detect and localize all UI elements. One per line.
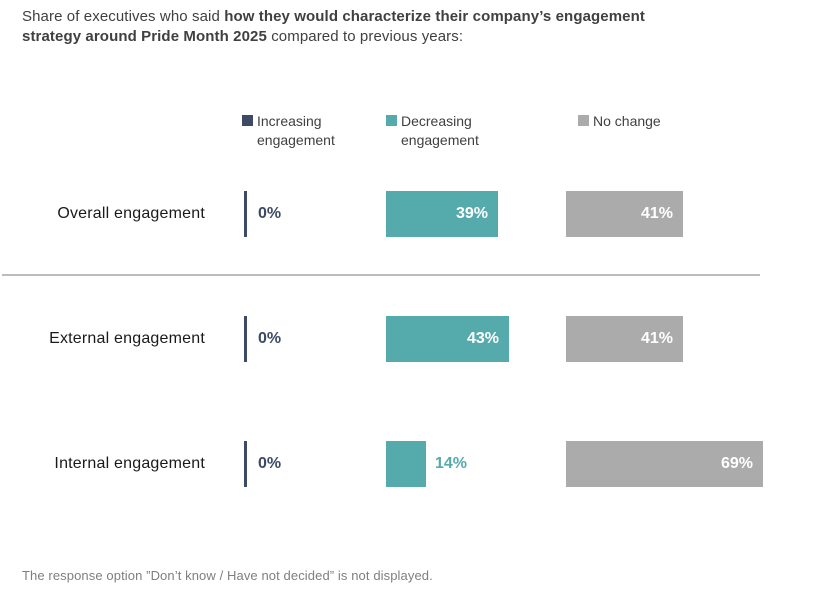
- legend-label-increasing: Increasing engagement: [257, 113, 335, 148]
- category-label-external: External engagement: [49, 330, 205, 347]
- increasing-bar-overall: [244, 191, 247, 237]
- decreasing-value-external: 43%: [466, 330, 499, 347]
- nochange-value-external: 41%: [640, 330, 673, 347]
- legend-label-decreasing: Decreasing engagement: [401, 113, 479, 148]
- increasing-value-internal: 0%: [258, 455, 282, 472]
- nochange-bar-internal: 69%: [566, 441, 763, 487]
- increasing-bar-external: [244, 316, 247, 362]
- legend: Increasing engagement Decreasing engagem…: [0, 112, 813, 156]
- legend-label-nochange: No change: [593, 113, 661, 129]
- decreasing-bar-overall: 39%: [386, 191, 498, 237]
- legend-swatch-increasing: [242, 115, 253, 126]
- legend-item-nochange: No change: [578, 112, 661, 131]
- nochange-bar-overall: 41%: [566, 191, 683, 237]
- increasing-value-external: 0%: [258, 330, 282, 347]
- nochange-value-internal: 69%: [720, 455, 753, 472]
- footer-note: The response option ”Don’t know / Have n…: [22, 568, 433, 583]
- legend-swatch-nochange: [578, 115, 589, 126]
- chart-title-prefix: Share of executives who said: [22, 8, 225, 25]
- decreasing-value-overall: 39%: [455, 205, 488, 222]
- increasing-value-overall: 0%: [258, 205, 282, 222]
- nochange-value-overall: 41%: [640, 205, 673, 222]
- decreasing-bar-external: 43%: [386, 316, 509, 362]
- category-label-internal: Internal engagement: [54, 455, 205, 472]
- decreasing-value-internal: 14%: [435, 455, 468, 472]
- category-label-overall: Overall engagement: [57, 205, 205, 222]
- chart-row-external: External engagement 0% 43% 41%: [0, 316, 813, 362]
- chart-row-internal: Internal engagement 0% 14% 69%: [0, 441, 813, 487]
- chart-title-bold: how they would characterize their compan…: [22, 8, 645, 45]
- chart-row-overall: Overall engagement 0% 39% 41%: [0, 191, 813, 237]
- increasing-bar-internal: [244, 441, 247, 487]
- row-divider: [2, 274, 760, 276]
- legend-item-increasing: Increasing engagement: [242, 112, 349, 150]
- chart-title: Share of executives who said how they wo…: [22, 7, 700, 47]
- decreasing-bar-internal: 14%: [386, 441, 467, 487]
- nochange-bar-external: 41%: [566, 316, 683, 362]
- legend-item-decreasing: Decreasing engagement: [386, 112, 497, 150]
- chart-title-suffix: compared to previous years:: [266, 28, 464, 45]
- legend-swatch-decreasing: [386, 115, 397, 126]
